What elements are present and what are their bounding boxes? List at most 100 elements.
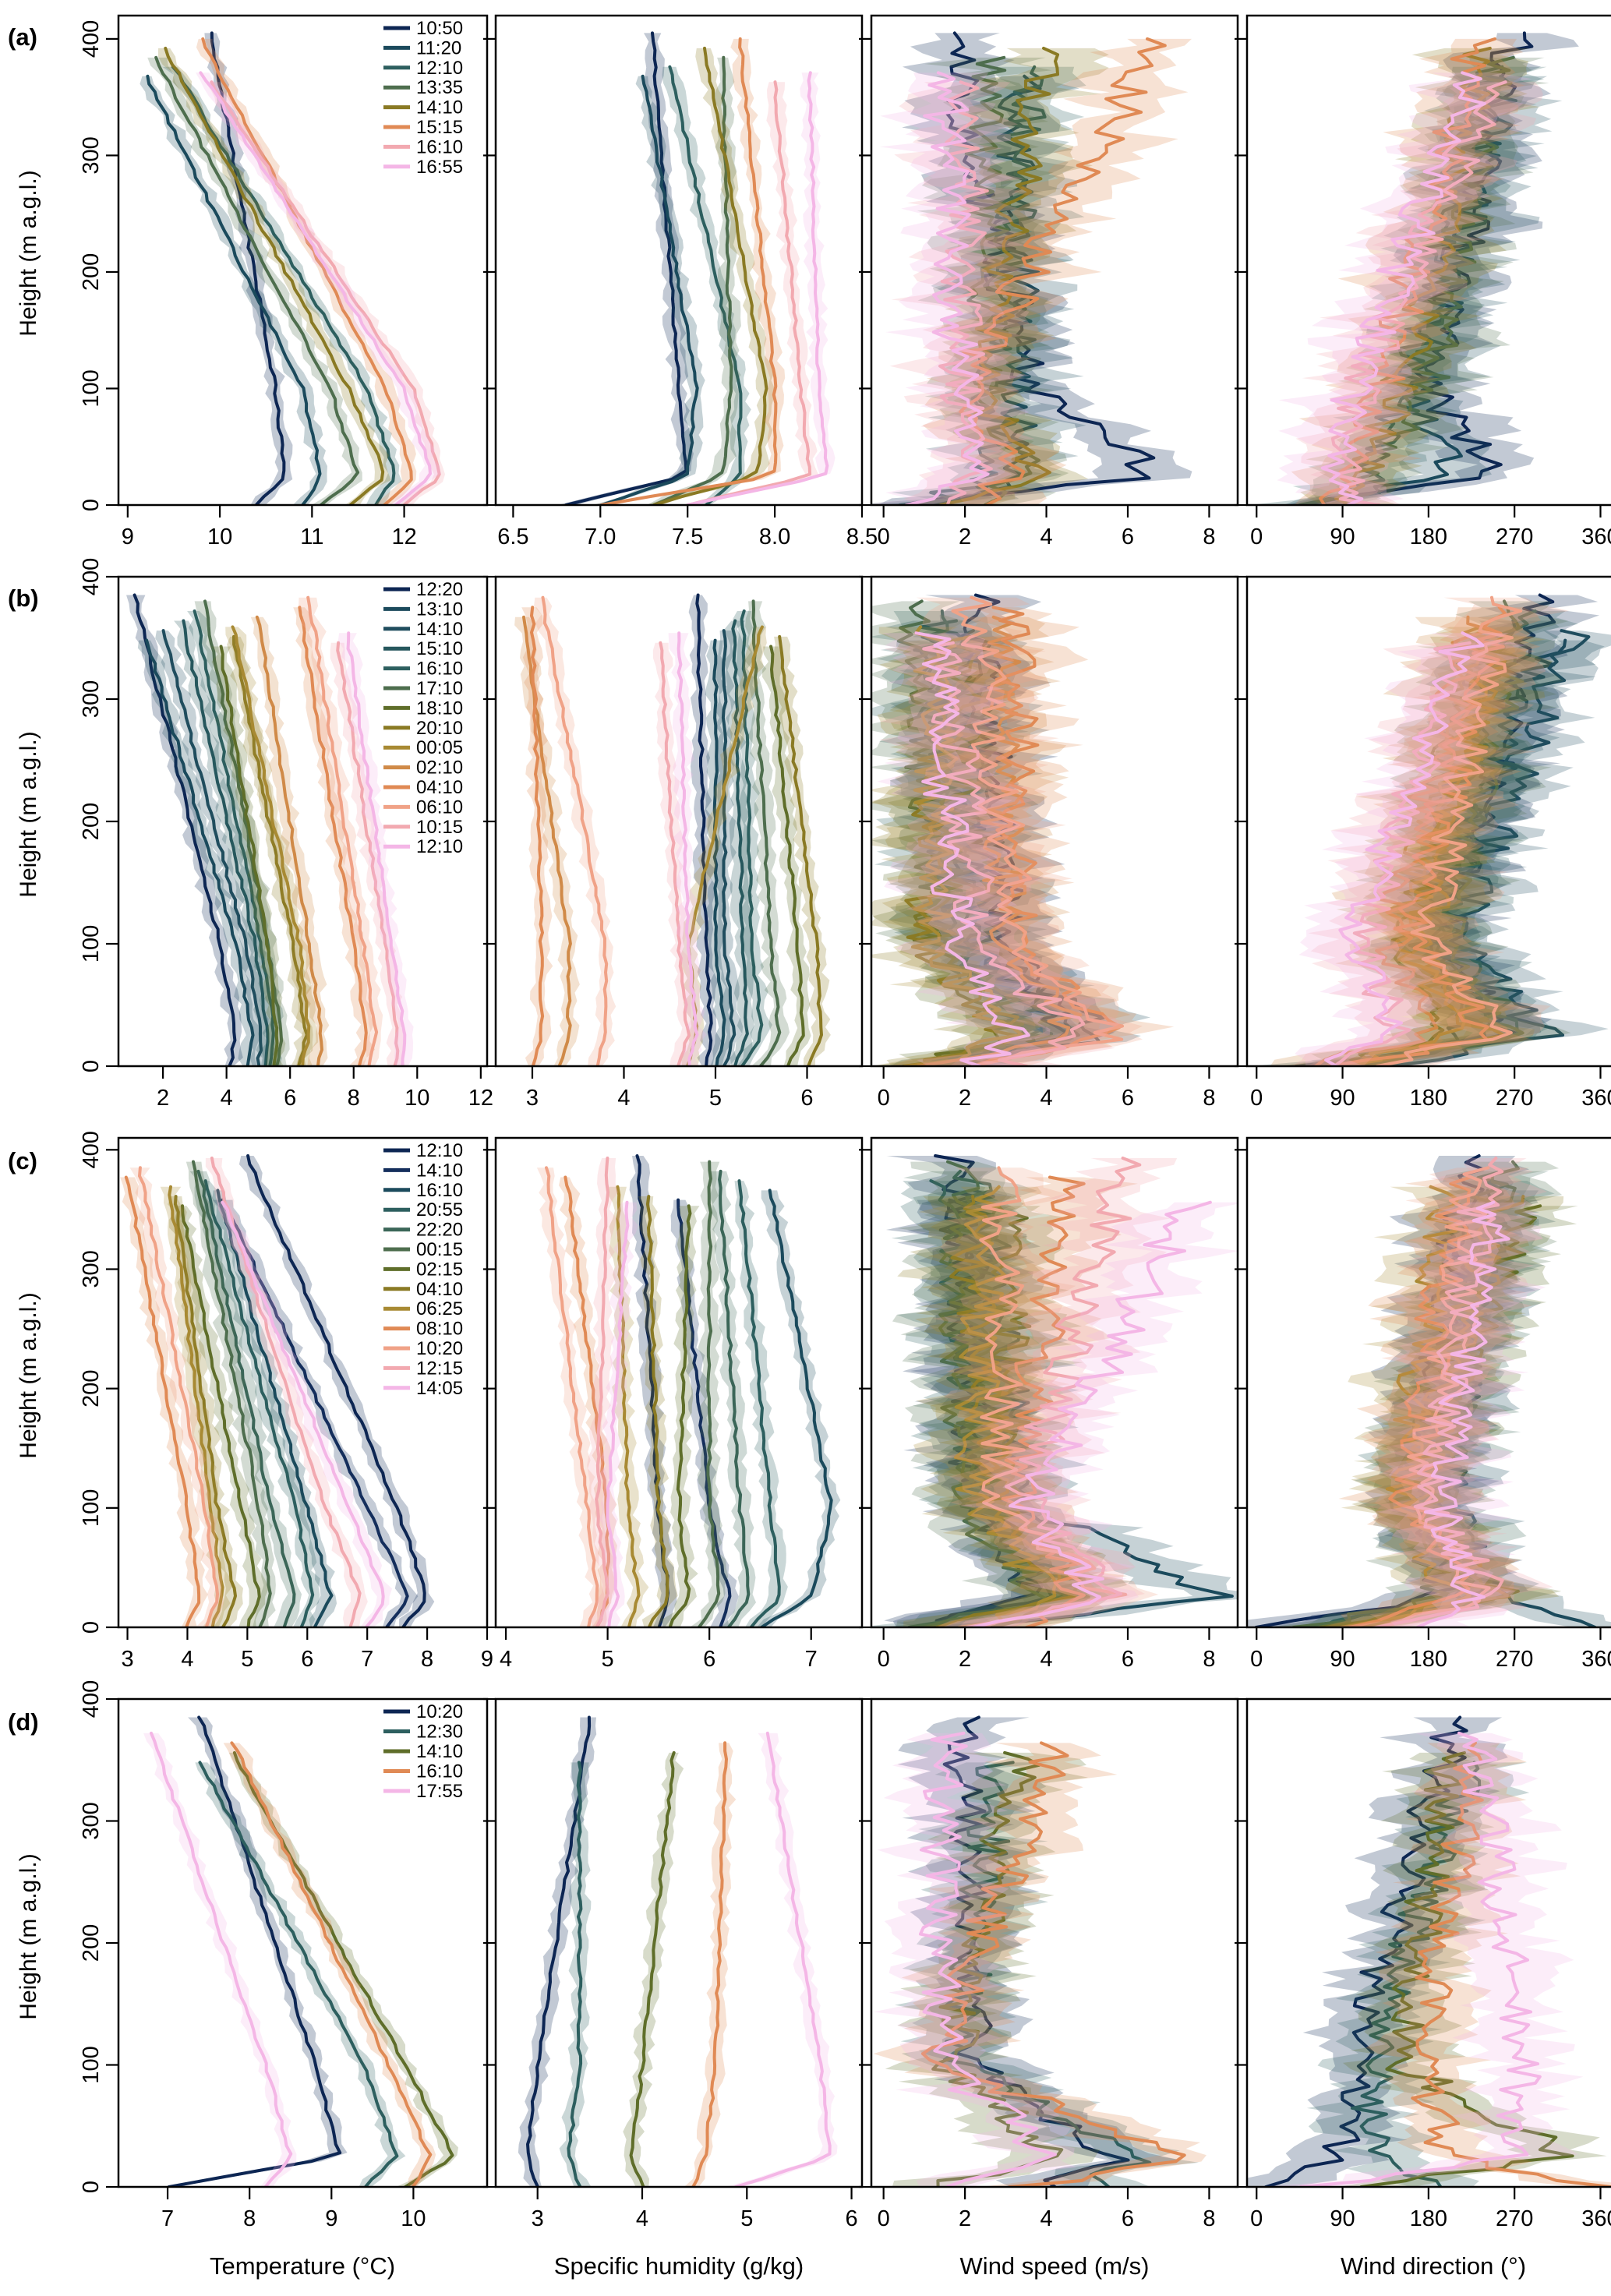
band-1020: [931, 1167, 1159, 1627]
band-0005: [679, 627, 767, 1066]
band-0410: [934, 607, 1175, 1066]
plot-frame: [494, 1136, 864, 1629]
series-0610: [1375, 595, 1523, 1066]
series-0215: [668, 1204, 692, 1627]
legend-label: 08:10: [416, 1319, 463, 1340]
x-tick-label: 4: [1040, 1086, 1052, 1111]
legend-label: 12:10: [416, 836, 463, 857]
panel-a-wind-direction: 0 90 180 270 360: [1235, 14, 1611, 549]
x-tick-label: 270: [1496, 1086, 1533, 1111]
band-1120: [592, 76, 705, 505]
band-1515: [196, 38, 417, 505]
y-tick-label: 400: [79, 20, 104, 58]
series-1810: [902, 645, 1025, 1066]
x-tick-label: 4: [617, 1086, 630, 1111]
series-2010: [778, 634, 823, 1066]
band-1220: [126, 595, 243, 1066]
x-tick-label: 6: [301, 1647, 313, 1672]
legend-b: 12:2013:1014:1015:1016:1017:1018:1020:10…: [383, 579, 463, 857]
legend-label: 04:10: [416, 1279, 463, 1300]
series-0810: [1348, 1175, 1472, 1627]
plot-area: [871, 31, 1192, 505]
series-1610: [938, 80, 993, 505]
x-tick-label: 360: [1581, 525, 1611, 549]
plot-frame: [1245, 1136, 1611, 1629]
x-tick-label: 7: [805, 1647, 818, 1672]
series-0410: [530, 606, 545, 1066]
series-1410: [1359, 1750, 1574, 2187]
series-0210: [1313, 615, 1492, 1066]
x-tick-label: 10: [401, 2206, 426, 2231]
x-tick-label: 180: [1410, 1647, 1447, 1672]
plot-area: [871, 593, 1175, 1066]
band-1050: [557, 33, 694, 505]
legend-label: 16:10: [416, 136, 463, 157]
x-tick-label: 270: [1496, 2206, 1533, 2231]
band-1015: [879, 642, 1120, 1066]
series-0810: [563, 1175, 610, 1627]
series-1210: [914, 631, 1030, 1066]
x-tick-label: 6: [703, 1647, 715, 1672]
legend-label: 02:15: [416, 1259, 463, 1280]
x-axis-label-humidity: Specific humidity (g/kg): [554, 2252, 804, 2280]
series-1810: [769, 645, 805, 1066]
plot-area: [557, 31, 836, 505]
band-1610: [732, 610, 773, 1066]
series-1405: [1415, 1200, 1510, 1627]
band-0625: [608, 1186, 649, 1627]
series-1120: [146, 74, 322, 505]
band-2010: [1312, 636, 1553, 1066]
x-tick-label: 12: [391, 525, 416, 549]
legend-label: 04:10: [416, 777, 463, 798]
band-1610: [889, 82, 1035, 505]
series-1410: [652, 46, 768, 505]
series-1020: [545, 1166, 599, 1627]
panel-c-humidity: 4 5 6 7: [483, 1136, 864, 1672]
x-tick-label: 7: [161, 2206, 174, 2231]
series-1655: [904, 71, 990, 505]
y-axis-label-d: Height (m a.g.l.): [16, 1853, 41, 2019]
legend-label: 12:20: [416, 579, 463, 600]
x-tick-label: 4: [500, 1647, 512, 1672]
series-1405: [606, 1200, 630, 1627]
legend-label: 12:30: [416, 1722, 463, 1743]
series-1610: [740, 609, 764, 1066]
series-1710: [896, 599, 1040, 1066]
x-tick-label: 4: [181, 1647, 193, 1672]
series-1210: [246, 1154, 426, 1627]
band-0810: [1321, 1177, 1521, 1627]
y-tick-label: 200: [79, 803, 104, 840]
x-tick-label: 5: [740, 2206, 753, 2231]
series-1050: [564, 31, 688, 505]
x-tick-label: 8: [243, 2206, 256, 2231]
band-1610: [683, 82, 818, 505]
y-tick-label: 0: [79, 1060, 104, 1072]
panel-c-wind-direction: 0 90 180 270 360: [1235, 1136, 1611, 1672]
band-1210: [668, 633, 707, 1066]
x-tick-label: 6: [846, 2206, 858, 2231]
plot-frame: [117, 14, 489, 507]
band-0410: [897, 1196, 1117, 1627]
band-1050: [204, 33, 293, 505]
band-1610: [187, 610, 284, 1066]
series-2010: [232, 634, 309, 1066]
band-1220: [688, 595, 722, 1066]
x-tick-label: 360: [1581, 1647, 1611, 1672]
x-tick-label: 2: [157, 1086, 169, 1111]
series-0215: [181, 1204, 261, 1627]
x-tick-label: 2: [959, 1647, 971, 1672]
band-0005: [871, 627, 1048, 1066]
series-0610: [951, 595, 1124, 1066]
legend-label: 10:20: [416, 1338, 463, 1359]
legend-label: 20:10: [416, 718, 463, 739]
series-1610: [686, 80, 812, 505]
series-0005: [231, 625, 311, 1066]
legend-label: 14:10: [416, 1160, 463, 1181]
x-tick-label: 360: [1581, 1086, 1611, 1111]
panel-a-humidity: 6.5 7.0 7.5 8.0 8.5: [483, 14, 878, 549]
band-1755: [725, 1733, 838, 2187]
x-tick-label: 6: [1122, 1647, 1134, 1672]
band-1515: [1291, 38, 1526, 505]
legend-label: 06:10: [416, 797, 463, 818]
